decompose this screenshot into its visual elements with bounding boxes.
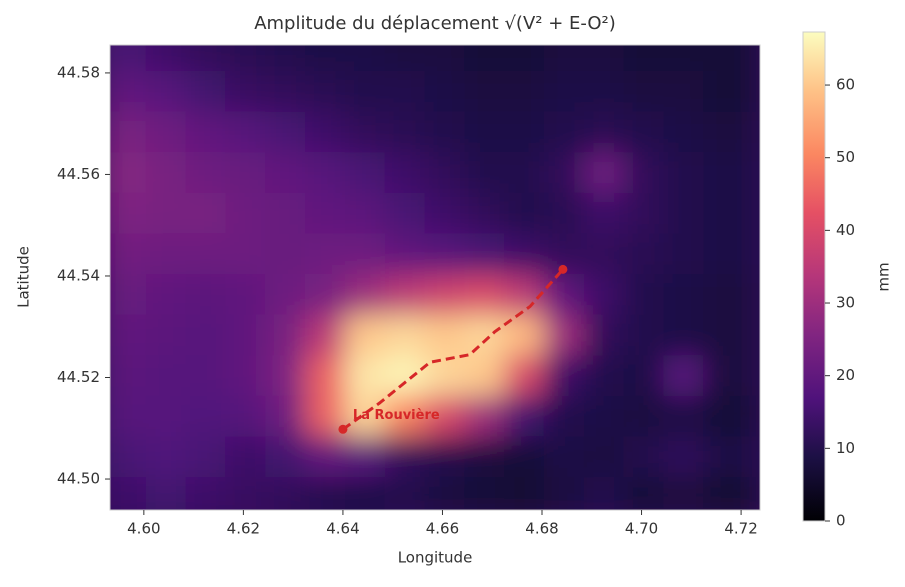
chart-title: Amplitude du déplacement √(V² + E-O²) [254,13,616,34]
y-tick-label: 44.52 [57,368,100,386]
overlay: La Rouvière [338,264,568,434]
heatmap-cells [110,45,760,510]
x-tick-label: 4.60 [127,520,160,538]
colorbar-tick-label: 10 [836,439,855,457]
x-axis-label: Longitude [398,549,473,567]
x-tick-label: 4.62 [227,520,260,538]
y-axis-label: Latitude [15,246,33,308]
colorbar-tick-label: 60 [836,76,855,94]
colorbar [802,31,826,522]
track-label: La Rouvière [353,408,440,423]
heatmap [110,45,760,510]
colorbar-tick-label: 30 [836,294,855,312]
x-tick-label: 4.70 [625,520,658,538]
y-tick-label: 44.56 [57,165,100,183]
colorbar-tick-label: 20 [836,366,855,384]
colorbar-tick-label: 40 [836,221,855,239]
y-tick-label: 44.58 [57,63,100,81]
track-end [558,264,568,274]
track-line [342,268,565,431]
x-tick-label: 4.68 [525,520,558,538]
plot-frame [109,44,761,511]
y-tick-label: 44.54 [57,266,100,284]
colorbar-tick-label: 50 [836,148,855,166]
y-tick-label: 44.50 [57,470,100,488]
x-tick-label: 4.66 [426,520,459,538]
x-tick-label: 4.72 [724,520,757,538]
track-end [338,424,348,434]
heat-cell [703,45,760,71]
colorbar-label: mm [875,262,893,291]
colorbar-tick-label: 0 [836,512,846,530]
x-tick-label: 4.64 [326,520,359,538]
